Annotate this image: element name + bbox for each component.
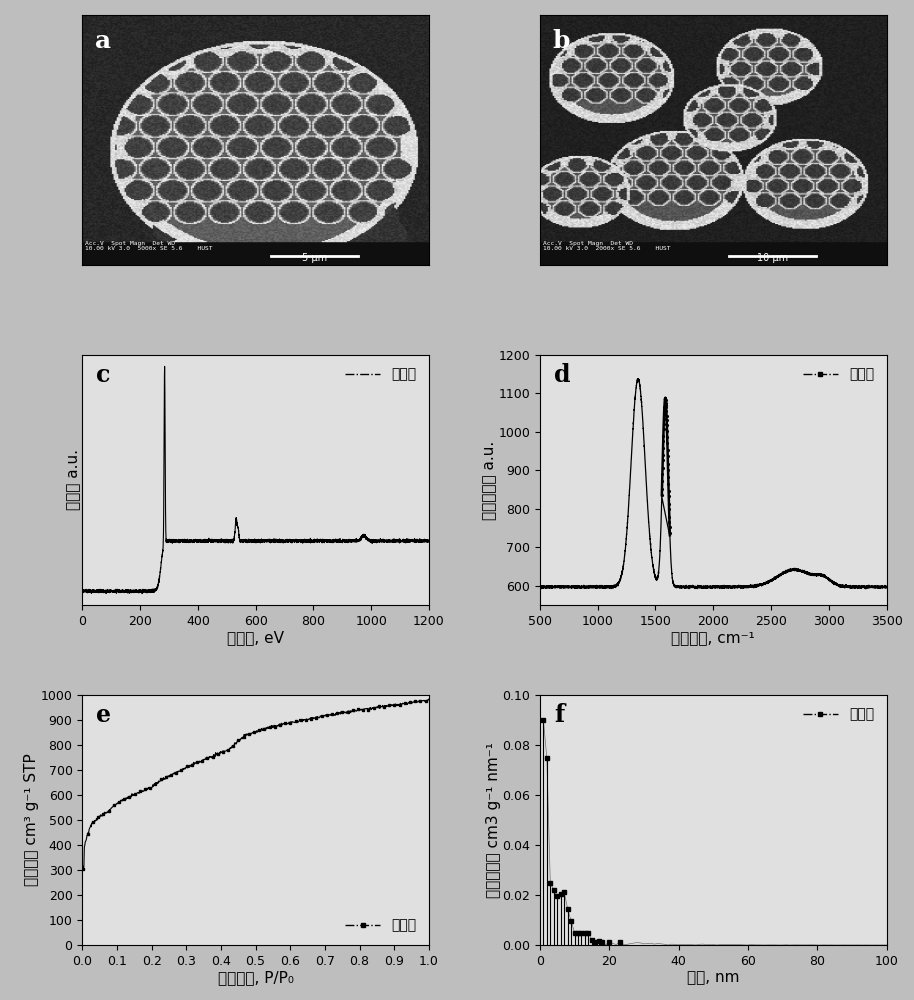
Text: 10 μm: 10 μm (757, 253, 788, 263)
Y-axis label: 强度， a.u.: 强度， a.u. (66, 450, 80, 510)
Text: Acc.V  Spot Magn  Det WD
10.00 kV 3.0  2000x SE 5.6    HUST: Acc.V Spot Magn Det WD 10.00 kV 3.0 2000… (543, 241, 671, 251)
Legend: 舒筋草: 舒筋草 (340, 362, 422, 387)
X-axis label: 拉曼位移, cm⁻¹: 拉曼位移, cm⁻¹ (672, 631, 755, 646)
Text: d: d (554, 362, 570, 386)
Text: f: f (554, 702, 564, 726)
Y-axis label: 吸附量， cm³ g⁻¹ STP: 吸附量， cm³ g⁻¹ STP (25, 754, 39, 886)
Text: e: e (96, 702, 112, 726)
Y-axis label: 不同孔容， cm3 g⁻¹ nm⁻¹: 不同孔容， cm3 g⁻¹ nm⁻¹ (485, 742, 501, 898)
Text: Acc.V  Spot Magn  Det WD
10.00 kV 3.0  5000x SE 5.6    HUST: Acc.V Spot Magn Det WD 10.00 kV 3.0 5000… (85, 241, 213, 251)
Legend: 舒筋草: 舒筋草 (798, 362, 879, 387)
Text: b: b (552, 29, 570, 53)
X-axis label: 孔径, nm: 孔径, nm (687, 970, 739, 985)
Legend: 舒筋草: 舒筋草 (340, 913, 422, 938)
Legend: 舒筋草: 舒筋草 (798, 702, 879, 727)
Text: a: a (95, 29, 111, 53)
Text: 5 μm: 5 μm (303, 253, 327, 263)
Text: c: c (96, 362, 111, 386)
X-axis label: 相对压力, P/P₀: 相对压力, P/P₀ (218, 970, 293, 985)
Y-axis label: 拉曼强度， a.u.: 拉曼强度， a.u. (482, 440, 497, 520)
X-axis label: 结合能, eV: 结合能, eV (227, 631, 284, 646)
